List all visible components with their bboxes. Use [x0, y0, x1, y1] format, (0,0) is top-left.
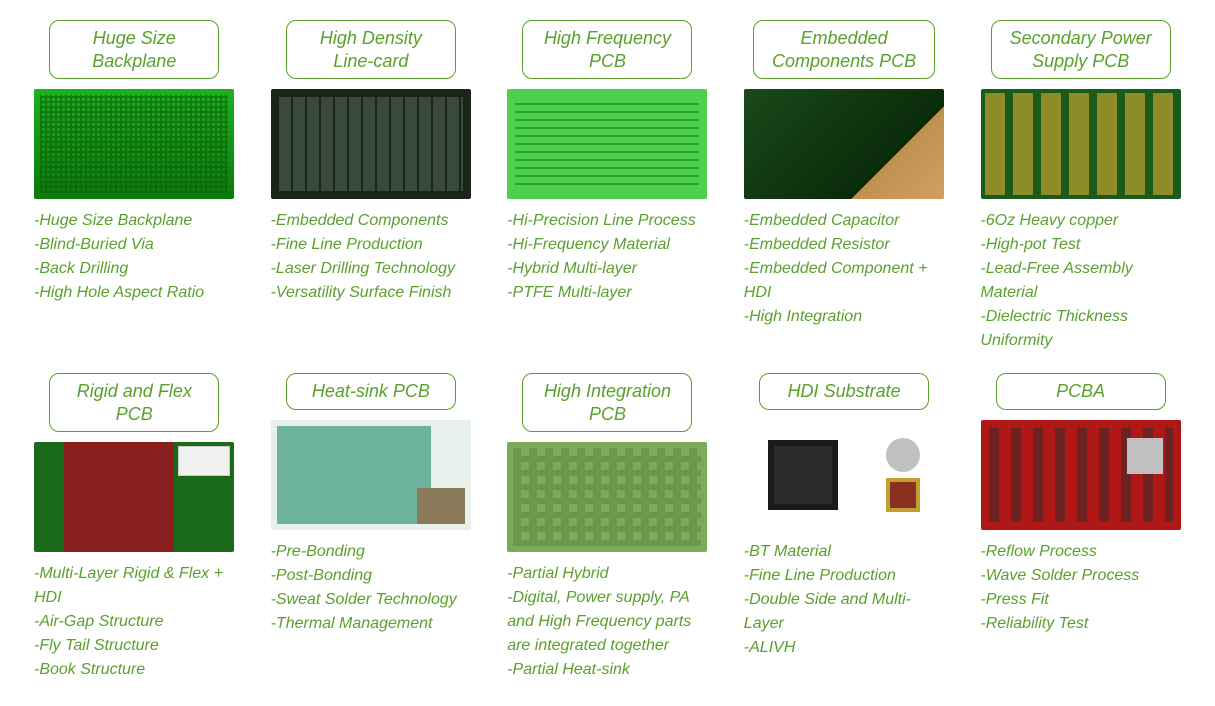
card-title: Rigid and Flex PCB — [68, 380, 200, 425]
card-title: High Density Line-card — [305, 27, 437, 72]
card-title: Embedded Components PCB — [772, 27, 916, 72]
feature-item: -High Hole Aspect Ratio — [34, 281, 235, 305]
feature-item: -Hybrid Multi-layer — [507, 257, 708, 281]
feature-list: -Embedded Capacitor-Embedded Resistor-Em… — [740, 209, 949, 329]
feature-list: -Pre-Bonding-Post-Bonding-Sweat Solder T… — [267, 540, 476, 636]
card-title: Heat-sink PCB — [305, 380, 437, 403]
feature-list: -Multi-Layer Rigid & Flex + HDI-Air-Gap … — [30, 562, 239, 682]
feature-item: -Multi-Layer Rigid & Flex + HDI — [34, 562, 235, 610]
feature-item: -Embedded Components — [271, 209, 472, 233]
card-title: Huge Size Backplane — [68, 27, 200, 72]
pcb-image — [744, 420, 944, 530]
feature-item: -Partial Heat-sink — [507, 658, 708, 682]
feature-item: -Reliability Test — [980, 612, 1181, 636]
feature-list: -Embedded Components-Fine Line Productio… — [267, 209, 476, 305]
product-card: High Density Line-card -Embedded Componen… — [267, 20, 476, 353]
card-title: High Integration PCB — [541, 380, 673, 425]
feature-item: -High Integration — [744, 305, 945, 329]
feature-item: -Back Drilling — [34, 257, 235, 281]
card-title: HDI Substrate — [778, 380, 910, 403]
card-title-box: Secondary Power Supply PCB — [991, 20, 1171, 79]
pcb-image — [507, 442, 707, 552]
card-title-box: Heat-sink PCB — [286, 373, 456, 410]
card-title-box: HDI Substrate — [759, 373, 929, 410]
card-title-box: High Integration PCB — [522, 373, 692, 432]
feature-list: -Partial Hybrid-Digital, Power supply, P… — [503, 562, 712, 682]
product-card: Huge Size Backplane-Huge Size Backplane-… — [30, 20, 239, 353]
feature-item: -Reflow Process — [980, 540, 1181, 564]
product-card: Embedded Components PCB -Embedded Capacit… — [740, 20, 949, 353]
feature-item: -Embedded Component + HDI — [744, 257, 945, 305]
product-card: Rigid and Flex PCB -Multi-Layer Rigid & F… — [30, 373, 239, 682]
feature-item: -Wave Solder Process — [980, 564, 1181, 588]
product-card: PCBA-Reflow Process-Wave Solder Process-… — [976, 373, 1185, 682]
feature-item: -Pre-Bonding — [271, 540, 472, 564]
card-title-box: Embedded Components PCB — [753, 20, 935, 79]
feature-item: -Sweat Solder Technology — [271, 588, 472, 612]
feature-item: -Versatility Surface Finish — [271, 281, 472, 305]
feature-item: -Digital, Power supply, PA and High Freq… — [507, 586, 708, 658]
pcb-image — [34, 89, 234, 199]
feature-item: -Fine Line Production — [744, 564, 945, 588]
card-title-box: Huge Size Backplane — [49, 20, 219, 79]
product-card: Secondary Power Supply PCB -6Oz Heavy cop… — [976, 20, 1185, 353]
feature-item: -Fine Line Production — [271, 233, 472, 257]
feature-item: -Double Side and Multi-Layer — [744, 588, 945, 636]
feature-item: -Blind-Buried Via — [34, 233, 235, 257]
feature-item: -Book Structure — [34, 658, 235, 682]
pcb-image — [981, 89, 1181, 199]
feature-list: -Reflow Process-Wave Solder Process-Pres… — [976, 540, 1185, 636]
feature-item: -Hi-Precision Line Process — [507, 209, 708, 233]
product-card: HDI Substrate -BT Material-Fine Line Prod… — [740, 373, 949, 682]
card-title: PCBA — [1015, 380, 1147, 403]
feature-item: -Dielectric Thickness Uniformity — [980, 305, 1181, 353]
pcb-image — [271, 420, 471, 530]
card-title-box: PCBA — [996, 373, 1166, 410]
card-title-box: High Frequency PCB — [522, 20, 692, 79]
feature-item: -PTFE Multi-layer — [507, 281, 708, 305]
feature-list: -Huge Size Backplane-Blind-Buried Via-Ba… — [30, 209, 239, 305]
feature-item: -Air-Gap Structure — [34, 610, 235, 634]
feature-list: -BT Material-Fine Line Production-Double… — [740, 540, 949, 660]
pcb-image — [981, 420, 1181, 530]
feature-item: -ALIVH — [744, 636, 945, 660]
card-title-box: High Density Line-card — [286, 20, 456, 79]
feature-item: -Fly Tail Structure — [34, 634, 235, 658]
feature-item: -Embedded Resistor — [744, 233, 945, 257]
card-title: High Frequency PCB — [541, 27, 673, 72]
pcb-image — [507, 89, 707, 199]
feature-item: -6Oz Heavy copper — [980, 209, 1181, 233]
feature-item: -Thermal Management — [271, 612, 472, 636]
feature-item: -Partial Hybrid — [507, 562, 708, 586]
feature-item: -Press Fit — [980, 588, 1181, 612]
product-card: High Integration PCB -Partial Hybrid-Digi… — [503, 373, 712, 682]
feature-item: -BT Material — [744, 540, 945, 564]
card-title-box: Rigid and Flex PCB — [49, 373, 219, 432]
product-grid: Huge Size Backplane-Huge Size Backplane-… — [30, 20, 1185, 682]
feature-item: -Huge Size Backplane — [34, 209, 235, 233]
product-card: Heat-sink PCB -Pre-Bonding-Post-Bonding-S… — [267, 373, 476, 682]
feature-item: -Laser Drilling Technology — [271, 257, 472, 281]
feature-item: -Lead-Free Assembly Material — [980, 257, 1181, 305]
pcb-image — [744, 89, 944, 199]
feature-item: -Post-Bonding — [271, 564, 472, 588]
feature-item: -Embedded Capacitor — [744, 209, 945, 233]
product-card: High Frequency PCB -Hi-Precision Line Pro… — [503, 20, 712, 353]
feature-list: -Hi-Precision Line Process-Hi-Frequency … — [503, 209, 712, 305]
pcb-image — [271, 89, 471, 199]
feature-list: -6Oz Heavy copper-High-pot Test-Lead-Fre… — [976, 209, 1185, 353]
feature-item: -High-pot Test — [980, 233, 1181, 257]
card-title: Secondary Power Supply PCB — [1010, 27, 1152, 72]
feature-item: -Hi-Frequency Material — [507, 233, 708, 257]
pcb-image — [34, 442, 234, 552]
